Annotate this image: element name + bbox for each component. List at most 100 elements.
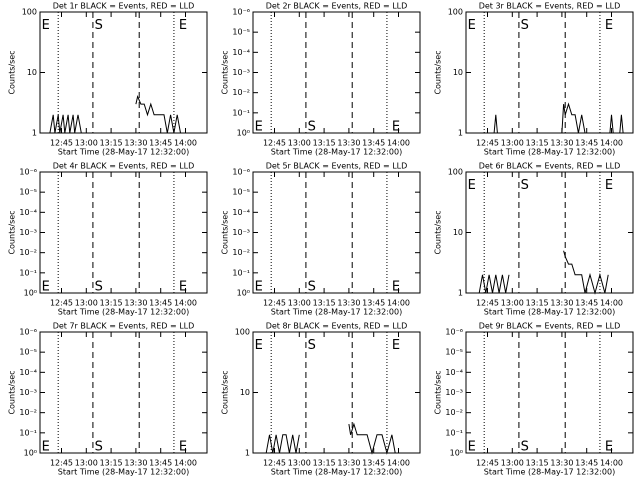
y-tick-label: 100 — [448, 8, 463, 17]
x-tick-label: 12:45 — [476, 139, 499, 148]
y-tick-label: 10⁰ — [450, 449, 463, 458]
y-axis-label: Counts/sec — [434, 210, 443, 254]
chart-title: Det 8r BLACK = Events, RED = LLD — [266, 322, 408, 331]
y-tick-label: 10⁻³ — [19, 388, 37, 397]
x-tick-label: 13:15 — [526, 459, 549, 468]
y-tick-label: 10⁻⁴ — [19, 208, 37, 217]
chart-title: Det 9r BLACK = Events, RED = LLD — [479, 322, 621, 331]
annotation: E — [255, 119, 263, 134]
x-tick-label: 13:00 — [288, 299, 311, 308]
y-tick-label: 1 — [32, 129, 37, 138]
annotation: S — [95, 279, 103, 294]
y-tick-label: 10⁻⁶ — [19, 168, 37, 177]
x-tick-label: 13:30 — [124, 299, 147, 308]
x-tick-label: 12:45 — [50, 459, 73, 468]
x-tick-label: 13:30 — [550, 139, 573, 148]
y-tick-label: 10⁻⁵ — [19, 348, 37, 357]
y-axis-label: Counts/sec — [221, 370, 230, 414]
x-axis-label: Start Time (28-May-17 12:32:00) — [484, 308, 615, 317]
y-tick-label: 10⁻⁵ — [232, 28, 250, 37]
y-tick-label: 10⁰ — [237, 129, 250, 138]
x-tick-label: 13:00 — [75, 299, 98, 308]
x-tick-label: 13:30 — [550, 299, 573, 308]
y-tick-label: 10⁻⁵ — [445, 348, 463, 357]
y-tick-label: 10⁻¹ — [445, 428, 463, 437]
annotation: E — [179, 18, 187, 33]
y-tick-label: 100 — [22, 8, 37, 17]
series-line — [49, 95, 181, 134]
chart-title: Det 1r BLACK = Events, RED = LLD — [53, 2, 195, 11]
y-tick-label: 10⁻⁵ — [232, 188, 250, 197]
x-tick-label: 13:45 — [149, 459, 172, 468]
y-tick-label: 10⁻² — [19, 248, 37, 257]
x-tick-label: 13:30 — [337, 299, 360, 308]
x-tick-label: 13:30 — [337, 139, 360, 148]
y-tick-label: 10⁻⁶ — [19, 328, 37, 337]
series-line — [265, 422, 396, 455]
y-tick-label: 10⁻¹ — [19, 268, 37, 277]
y-tick-label: 10⁻¹ — [232, 108, 250, 117]
x-tick-label: 13:00 — [501, 299, 524, 308]
y-tick-label: 10⁻³ — [232, 228, 250, 237]
x-tick-label: 14:00 — [600, 299, 623, 308]
series-line — [478, 250, 609, 295]
series-line — [493, 102, 624, 134]
y-tick-label: 10⁻⁶ — [232, 8, 250, 17]
x-axis-label: Start Time (28-May-17 12:32:00) — [58, 148, 189, 157]
annotation: E — [392, 119, 400, 134]
x-tick-label: 13:45 — [149, 299, 172, 308]
y-tick-label: 10 — [453, 68, 463, 77]
y-axis-label: Counts/sec — [221, 50, 230, 94]
x-tick-label: 13:15 — [313, 299, 336, 308]
y-axis-label: Counts/sec — [221, 210, 230, 254]
y-tick-label: 10⁻³ — [19, 228, 37, 237]
annotation: S — [521, 178, 529, 193]
x-tick-label: 13:15 — [313, 459, 336, 468]
x-tick-label: 14:00 — [174, 459, 197, 468]
y-axis-label: Counts/sec — [434, 50, 443, 94]
chart-title: Det 2r BLACK = Events, RED = LLD — [266, 2, 408, 11]
x-tick-label: 14:00 — [387, 139, 410, 148]
annotation: E — [392, 338, 400, 353]
x-tick-label: 14:00 — [174, 139, 197, 148]
y-tick-label: 100 — [448, 168, 463, 177]
annotation: E — [255, 338, 263, 353]
y-axis-label: Counts/sec — [8, 210, 17, 254]
plot-frame — [465, 331, 634, 454]
annotation: E — [179, 439, 187, 454]
x-tick-label: 13:45 — [575, 299, 598, 308]
x-tick-label: 12:45 — [263, 139, 286, 148]
annotation: E — [605, 178, 613, 193]
x-tick-label: 13:30 — [337, 459, 360, 468]
x-tick-label: 13:45 — [149, 139, 172, 148]
y-tick-label: 10⁻² — [232, 248, 250, 257]
y-tick-label: 10⁻² — [232, 88, 250, 97]
annotation: S — [308, 119, 316, 134]
annotation: E — [468, 439, 476, 454]
annotation: S — [521, 439, 529, 454]
x-tick-label: 13:45 — [575, 139, 598, 148]
chart-title: Det 4r BLACK = Events, RED = LLD — [53, 162, 195, 171]
y-tick-label: 10⁻² — [19, 408, 37, 417]
y-tick-label: 10⁰ — [24, 289, 37, 298]
annotation: E — [42, 439, 50, 454]
x-axis-label: Start Time (28-May-17 12:32:00) — [58, 308, 189, 317]
x-tick-label: 12:45 — [50, 139, 73, 148]
y-axis-label: Counts/sec — [8, 370, 17, 414]
y-tick-label: 10⁻² — [445, 408, 463, 417]
x-tick-label: 12:45 — [50, 299, 73, 308]
x-axis-label: Start Time (28-May-17 12:32:00) — [271, 468, 402, 477]
x-tick-label: 13:00 — [501, 459, 524, 468]
x-axis-label: Start Time (28-May-17 12:32:00) — [484, 148, 615, 157]
x-tick-label: 14:00 — [387, 459, 410, 468]
x-tick-label: 14:00 — [600, 139, 623, 148]
x-tick-label: 13:45 — [362, 299, 385, 308]
x-axis-label: Start Time (28-May-17 12:32:00) — [271, 148, 402, 157]
y-tick-label: 10⁻⁴ — [19, 368, 37, 377]
y-tick-label: 10⁻¹ — [232, 268, 250, 277]
chart-title: Det 7r BLACK = Events, RED = LLD — [53, 322, 195, 331]
y-tick-label: 10⁻¹ — [19, 428, 37, 437]
annotation: S — [95, 439, 103, 454]
